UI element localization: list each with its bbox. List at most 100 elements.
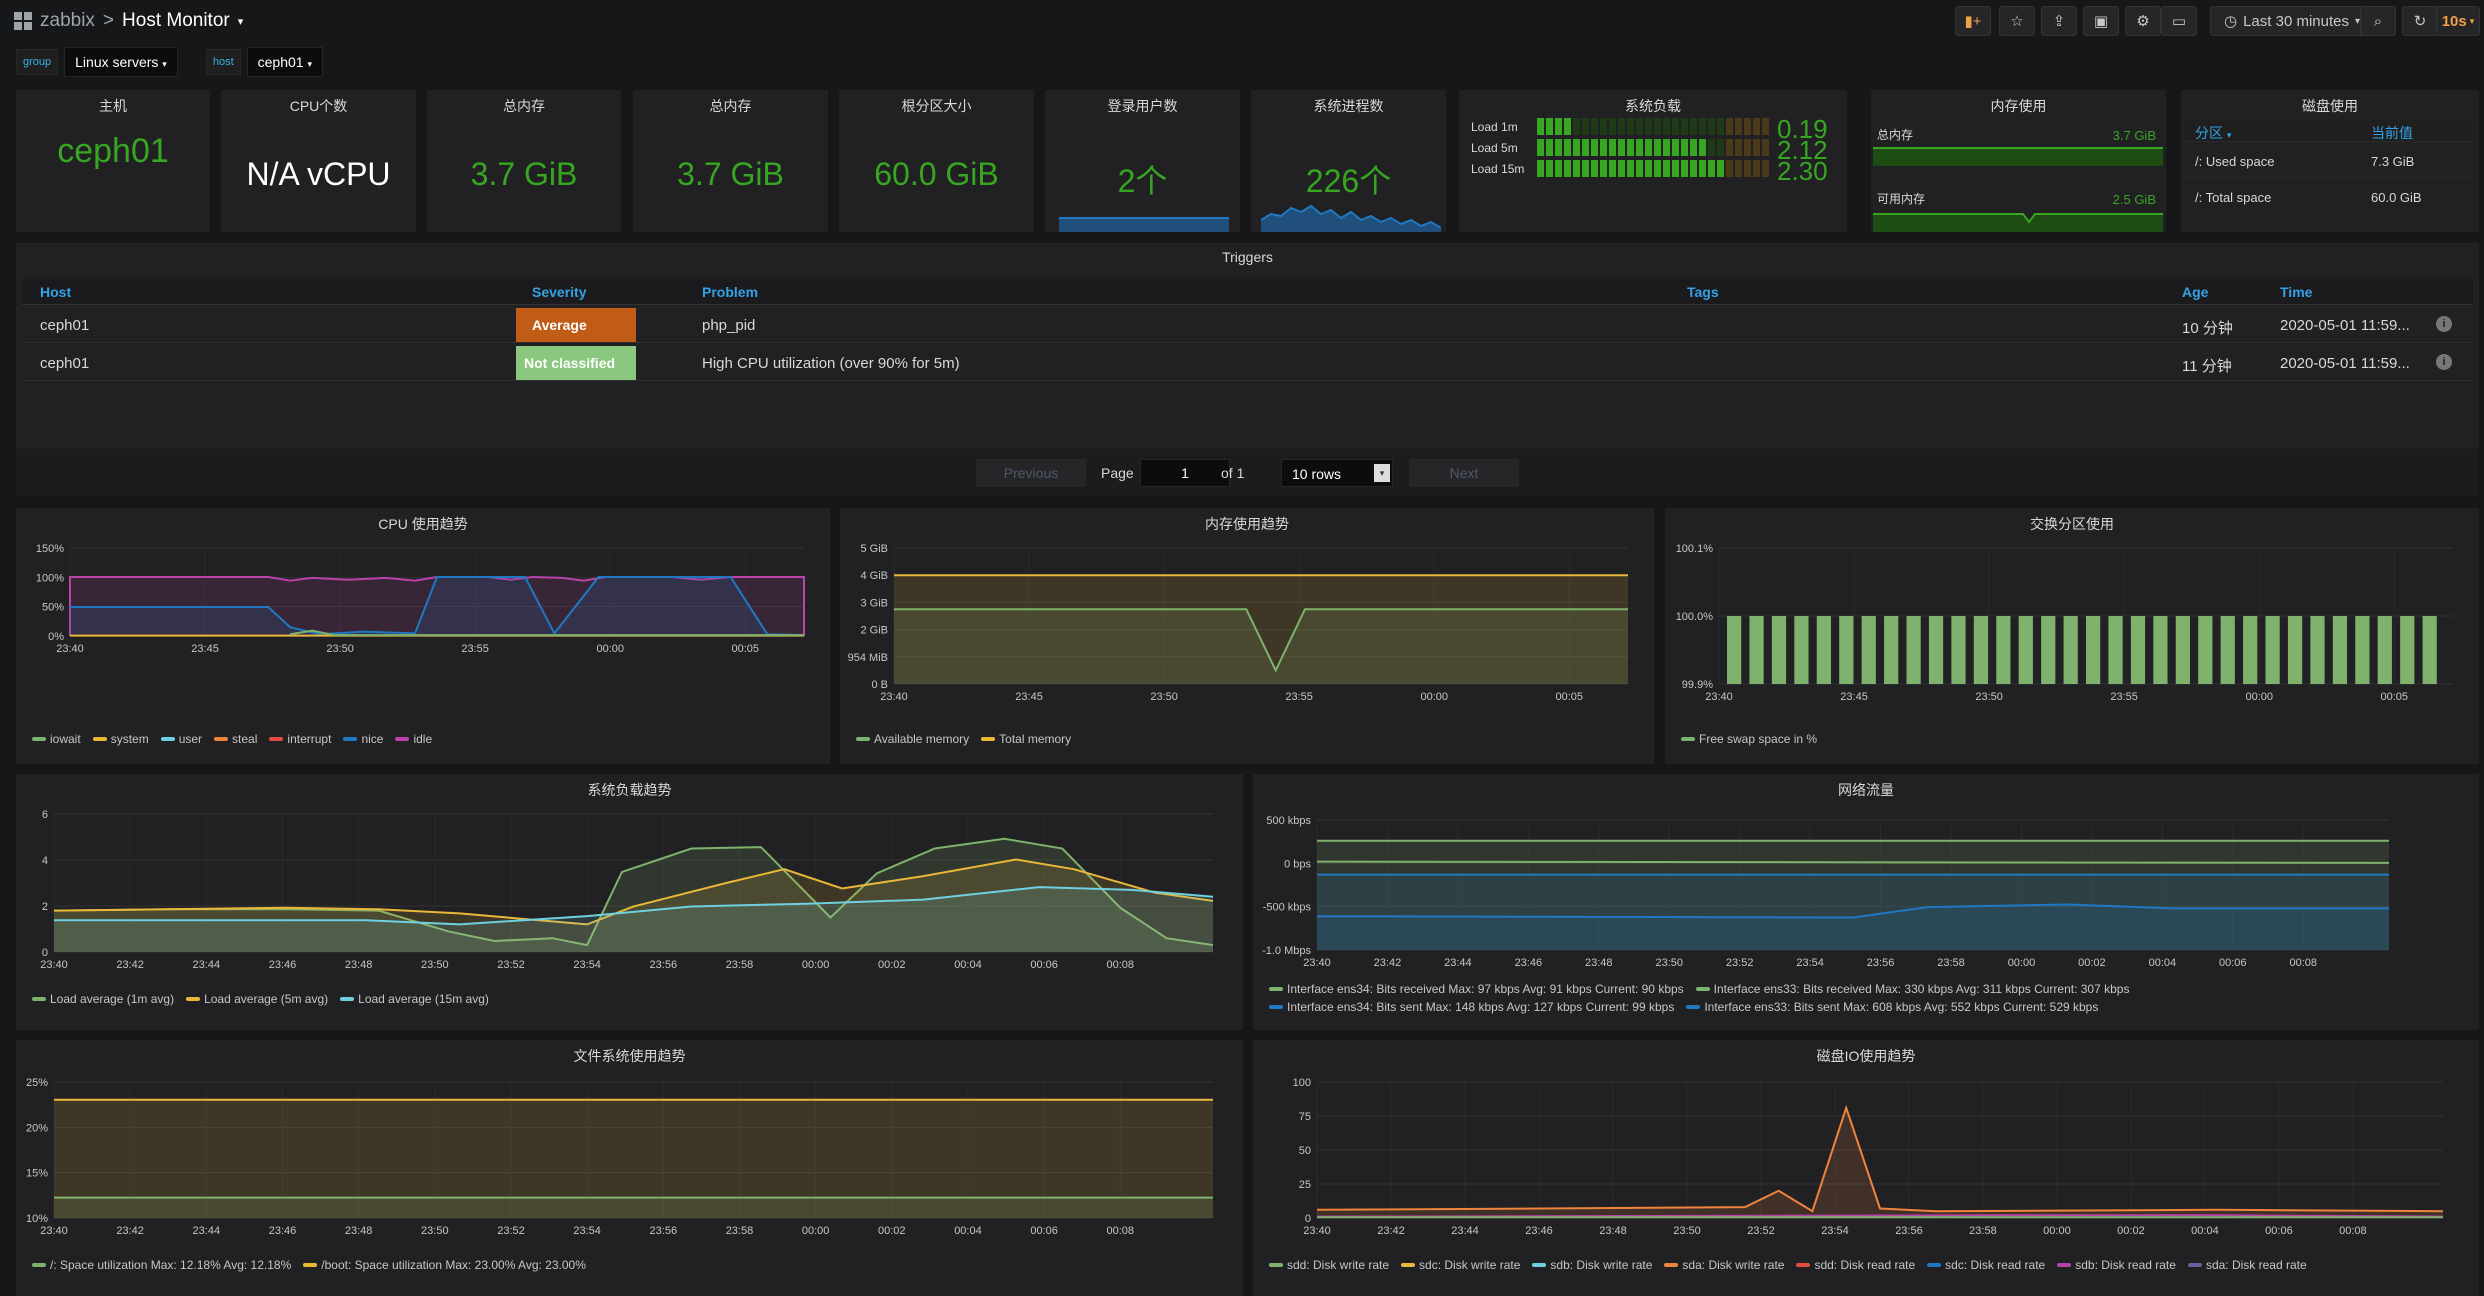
load-gauge-cell — [1627, 139, 1634, 156]
system-load-trend-panel[interactable]: 系统负载趋势 6 4 2 0 23:40 23:42 23:44 23:46 23:48 23:5… — [16, 774, 1243, 1030]
legend-item[interactable]: Available memory — [856, 732, 969, 746]
root-partition-panel[interactable]: 根分区大小 60.0 GiB — [839, 90, 1034, 232]
next-button[interactable]: Next — [1409, 459, 1519, 487]
legend-item[interactable]: idle — [395, 732, 432, 746]
star-button[interactable]: ☆ — [1999, 6, 2035, 36]
system-load-panel[interactable]: 系统负载 Load 1m 0.19 Load 5m 2.12 Load 15m 2.30 — [1459, 90, 1847, 232]
swap-bar — [2400, 616, 2415, 684]
legend-item[interactable]: Interface ens33: Bits received Max: 330 … — [1695, 982, 2129, 996]
table-row: /: Used space 7.3 GiB — [2185, 144, 2475, 178]
host-variable-select[interactable]: ceph01 ▾ — [246, 47, 323, 77]
table-row[interactable]: ceph01 Average php_pid 10 分钟 2020-05-01 … — [22, 307, 2473, 343]
refresh-interval-button[interactable]: 10s ▾ — [2436, 6, 2480, 36]
dashboard-title[interactable]: Host Monitor — [122, 10, 230, 31]
cpu-trend-panel[interactable]: CPU 使用趋势 150% 100% 50% 0% 23:40 23:45 23:50 23:… — [16, 508, 830, 764]
legend-item[interactable]: sdb: Disk write rate — [1532, 1258, 1652, 1272]
legend-item[interactable]: steal — [214, 732, 257, 746]
info-icon[interactable]: i — [2436, 354, 2452, 370]
legend-item[interactable]: sdd: Disk read rate — [1796, 1258, 1915, 1272]
x-tick-label: 00:02 — [2078, 957, 2106, 969]
legend-item[interactable]: /boot: Space utilization Max: 23.00% Avg… — [303, 1258, 586, 1272]
info-icon[interactable]: i — [2436, 316, 2452, 332]
legend-item[interactable]: system — [92, 732, 149, 746]
tv-mode-button[interactable]: ▭ — [2161, 6, 2197, 36]
header-severity[interactable]: Severity — [532, 284, 587, 300]
logged-users-panel[interactable]: 登录用户数 2个 — [1045, 90, 1240, 232]
legend-item[interactable]: nice — [343, 732, 383, 746]
disk-usage-panel[interactable]: 磁盘使用 分区 ▾ 当前值 /: Used space 7.3 GiB /: T… — [2181, 90, 2479, 232]
header-time[interactable]: Time — [2280, 284, 2313, 300]
page-of-label: of 1 — [1221, 465, 1245, 481]
header-tags[interactable]: Tags — [1687, 284, 1719, 300]
dashboard-grid-icon[interactable] — [14, 12, 32, 30]
panel-title: 磁盘IO使用趋势 — [1816, 1048, 1916, 1064]
load-gauge-cell — [1708, 118, 1715, 135]
legend-item[interactable]: sda: Disk write rate — [1664, 1258, 1784, 1272]
table-row: /: Total space 60.0 GiB — [2185, 180, 2475, 214]
total-memory-panel[interactable]: 总内存 3.7 GiB — [427, 90, 621, 232]
folder-link[interactable]: zabbix — [40, 10, 95, 31]
x-tick-label: 23:44 — [1451, 1225, 1479, 1237]
load-gauge-cell — [1663, 160, 1670, 177]
load-gauge-cell — [1618, 118, 1625, 135]
legend-item[interactable]: iowait — [32, 732, 81, 746]
memory-trend-panel[interactable]: 内存使用趋势 5 GiB 4 GiB 3 GiB 2 GiB 954 MiB 0 B 23:… — [840, 508, 1654, 764]
x-tick-label: 23:54 — [573, 1225, 601, 1237]
legend-item[interactable]: Interface ens34: Bits sent Max: 148 kbps… — [1269, 1000, 1674, 1014]
process-count-panel[interactable]: 系统进程数 226个 — [1251, 90, 1446, 232]
nice-area — [70, 577, 804, 636]
legend-label: Load average (1m avg) — [50, 992, 175, 1006]
legend-item[interactable]: sdc: Disk read rate — [1927, 1258, 2045, 1272]
swap-usage-panel[interactable]: 交换分区使用 100.1% 100.0% 99.9% 23:40 23:45 23:50 2… — [1665, 508, 2479, 764]
legend-item[interactable]: Load average (15m avg) — [340, 992, 489, 1006]
legend-item[interactable]: Interface ens33: Bits sent Max: 608 kbps… — [1686, 1000, 2098, 1014]
share-button[interactable]: ⇪ — [2041, 6, 2077, 36]
panel-title: 交换分区使用 — [2030, 516, 2114, 532]
legend-item[interactable]: Load average (5m avg) — [186, 992, 328, 1006]
add-panel-button[interactable]: ▮+ — [1955, 6, 1991, 36]
time-picker-button[interactable]: ◷ Last 30 minutes ▾ — [2210, 6, 2374, 36]
legend-item[interactable]: Free swap space in % — [1681, 732, 1817, 746]
rows-per-page-select[interactable]: 10 rows ▾ — [1281, 459, 1393, 487]
total-memory-panel-2[interactable]: 总内存 3.7 GiB — [633, 90, 828, 232]
legend-item[interactable]: sdb: Disk read rate — [2057, 1258, 2176, 1272]
memory-usage-panel[interactable]: 内存使用 总内存 3.7 GiB 可用内存 2.5 GiB — [1871, 90, 2166, 232]
legend-item[interactable]: sda: Disk read rate — [2187, 1258, 2307, 1272]
x-tick-label: 23:40 — [880, 691, 908, 703]
host-stat-panel[interactable]: 主机 ceph01 — [16, 90, 210, 232]
legend-item[interactable]: sdc: Disk write rate — [1401, 1258, 1520, 1272]
header-host[interactable]: Host — [40, 284, 72, 300]
legend-item[interactable]: Interface ens34: Bits received Max: 97 k… — [1269, 982, 1684, 996]
group-variable-select[interactable]: Linux servers ▾ — [64, 47, 178, 77]
chart-legend: sdd: Disk write rate sdc: Disk write rate… — [1269, 1258, 2307, 1272]
column-header-value[interactable]: 当前值 — [2371, 125, 2413, 141]
previous-button[interactable]: Previous — [976, 459, 1086, 487]
chevron-down-icon[interactable]: ▾ — [237, 15, 244, 28]
page-number-input[interactable] — [1140, 459, 1230, 487]
legend-item[interactable]: sdd: Disk write rate — [1269, 1258, 1389, 1272]
zoom-out-button[interactable]: ⌕ — [2360, 6, 2396, 36]
legend-item[interactable]: Load average (1m avg) — [32, 992, 174, 1006]
filesystem-trend-panel[interactable]: 文件系统使用趋势 25% 20% 15% 10% 23:40 23:42 23:44 23:4… — [16, 1040, 1243, 1296]
legend-item[interactable]: user — [160, 732, 202, 746]
x-tick-label: 00:08 — [1107, 959, 1135, 971]
load-gauge-label: Load 1m — [1471, 120, 1518, 134]
settings-button[interactable]: ⚙ — [2125, 6, 2161, 36]
column-header-partition[interactable]: 分区 ▾ — [2195, 123, 2231, 143]
legend-item[interactable]: Total memory — [981, 732, 1071, 746]
header-problem[interactable]: Problem — [702, 284, 759, 300]
y-tick-label: 0% — [48, 631, 64, 643]
network-traffic-panel[interactable]: 网络流量 500 kbps 0 bps -500 kbps -1.0 Mbps 23:4… — [1253, 774, 2479, 1030]
legend-item[interactable]: /: Space utilization Max: 12.18% Avg: 12… — [32, 1258, 291, 1272]
y-tick-label: 100% — [36, 572, 64, 584]
disk-io-trend-panel[interactable]: 磁盘IO使用趋势 100 75 50 25 0 23:40 23:42 23:44 23:46 2… — [1253, 1040, 2479, 1296]
table-row[interactable]: ceph01 Not classified High CPU utilizati… — [22, 345, 2473, 381]
legend-label: idle — [413, 732, 433, 746]
refresh-button[interactable]: ↻ — [2402, 6, 2438, 36]
legend-item[interactable]: interrupt — [269, 732, 331, 746]
cpu-count-panel[interactable]: CPU个数 N/A vCPU — [221, 90, 416, 232]
legend-swatch — [1927, 1263, 1942, 1267]
save-button[interactable]: ▣ — [2083, 6, 2119, 36]
header-age[interactable]: Age — [2182, 284, 2209, 300]
load-gauge-cell — [1753, 139, 1760, 156]
